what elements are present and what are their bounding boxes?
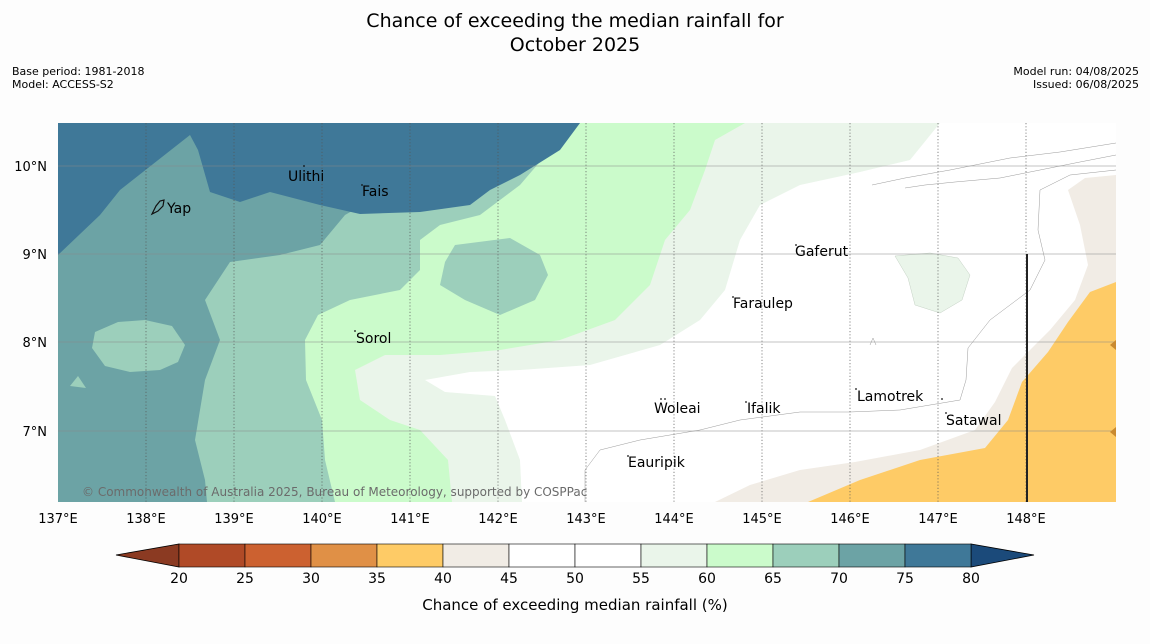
- colorbar-tick-label: 70: [830, 571, 848, 587]
- colorbar-segment: [310, 543, 378, 568]
- lon-tick-144e: 144°E: [654, 512, 694, 527]
- place-label-faraulep: Faraulep: [733, 296, 793, 312]
- colorbar: 20 25 30 35 40 45 50 55 60 65 70 75 80 Chance of exc…: [115, 543, 1035, 614]
- colorbar-segment: [706, 543, 774, 568]
- yap-island-outline: [150, 199, 165, 216]
- place-label-ifalik: Ifalik: [747, 401, 781, 417]
- lon-tick-145e: 145°E: [742, 512, 782, 527]
- lon-tick-138e: 138°E: [126, 512, 166, 527]
- colorbar-segment: [574, 543, 642, 568]
- lat-tick-8n: 8°N: [23, 336, 48, 351]
- meridians: [145, 123, 1027, 502]
- issued-text: Issued: 06/08/2025: [1032, 78, 1139, 91]
- colorbar-label: Chance of exceeding median rainfall (%): [422, 596, 727, 614]
- metadata-left: Base period: 1981-2018 Model: ACCESS-S2: [12, 65, 144, 91]
- edge-marker-8n: [1110, 340, 1116, 350]
- graticule: [58, 123, 1116, 502]
- place-label-sorol: Sorol: [356, 331, 391, 347]
- model-run-text: Model run: 04/08/2025: [1013, 65, 1139, 78]
- place-label-eauripik: Eauripik: [628, 455, 686, 471]
- contour-lines: [584, 142, 1116, 502]
- band-35-40: [808, 282, 1116, 502]
- lat-tick-9n: 9°N: [23, 248, 48, 263]
- colorbar-underflow-arrow: [115, 543, 180, 568]
- edge-marker-7n: [1110, 427, 1116, 437]
- place-label-ulithi: Ulithi: [288, 169, 324, 185]
- lon-tick-137e: 137°E: [38, 512, 78, 527]
- colorbar-segment: [838, 543, 906, 568]
- band-75-80: [58, 123, 580, 255]
- lon-tick-139e: 139°E: [214, 512, 254, 527]
- colorbar-segment: [904, 543, 972, 568]
- lon-tick-147e: 147°E: [918, 512, 958, 527]
- colorbar-tick-label: 55: [632, 571, 650, 587]
- colorbar-ticks: 20 25 30 35 40 45 50 55 60 65 70 75 80: [170, 571, 980, 587]
- model-text: Model: ACCESS-S2: [12, 78, 114, 91]
- place-labels: Ulithi Fais Yap Gaferut Faraulep Sorol L…: [166, 169, 1001, 471]
- lon-tick-140e: 140°E: [302, 512, 342, 527]
- parallels: [58, 165, 1116, 432]
- colorbar-tick-label: 50: [566, 571, 584, 587]
- place-label-gaferut: Gaferut: [795, 244, 849, 260]
- place-label-satawal: Satawal: [946, 413, 1001, 429]
- colorbar-segments: [178, 543, 972, 568]
- place-label-lamotrek: Lamotrek: [857, 389, 924, 405]
- colorbar-tick-label: 80: [962, 571, 980, 587]
- band-65-70-patch: [440, 238, 548, 315]
- title-line-1: Chance of exceeding the median rainfall …: [366, 10, 784, 32]
- place-label-yap: Yap: [166, 201, 191, 217]
- longitude-axis: 137°E 138°E 139°E 140°E 141°E 142°E 143°…: [38, 512, 1046, 527]
- lon-tick-146e: 146°E: [830, 512, 870, 527]
- colorbar-tick-label: 75: [896, 571, 914, 587]
- colorbar-segment: [442, 543, 510, 568]
- colorbar-tick-label: 60: [698, 571, 716, 587]
- map-panel: Ulithi Fais Yap Gaferut Faraulep Sorol L…: [58, 123, 1116, 502]
- colorbar-segment: [244, 543, 312, 568]
- colorbar-tick-label: 65: [764, 571, 782, 587]
- colorbar-segment: [508, 543, 576, 568]
- metadata-right: Model run: 04/08/2025 Issued: 06/08/2025: [1013, 65, 1139, 91]
- band-55-60-patch: [894, 252, 971, 314]
- place-label-woleai: Woleai: [654, 401, 701, 417]
- place-label-fais: Fais: [362, 184, 389, 200]
- base-period-text: Base period: 1981-2018: [12, 65, 145, 78]
- band-70-75: [58, 123, 490, 502]
- title-line-2: October 2025: [509, 34, 641, 56]
- lon-tick-148e: 148°E: [1006, 512, 1046, 527]
- colorbar-tick-label: 30: [302, 571, 320, 587]
- lon-tick-143e: 143°E: [566, 512, 606, 527]
- colorbar-segment: [640, 543, 708, 568]
- colorbar-overflow-arrow: [970, 543, 1035, 568]
- colorbar-segment: [376, 543, 444, 568]
- copyright-notice: © Commonwealth of Australia 2025, Bureau…: [82, 485, 587, 499]
- band-65-70-tiny: [70, 376, 86, 388]
- latitude-axis: 10°N 9°N 8°N 7°N: [14, 160, 47, 440]
- colorbar-tick-label: 45: [500, 571, 518, 587]
- rainfall-contours: [58, 123, 1116, 502]
- colorbar-segment: [772, 543, 840, 568]
- lat-tick-7n: 7°N: [23, 425, 48, 440]
- island-markers: [150, 165, 947, 457]
- colorbar-tick-label: 25: [236, 571, 254, 587]
- colorbar-tick-label: 35: [368, 571, 386, 587]
- lon-tick-142e: 142°E: [478, 512, 518, 527]
- colorbar-tick-label: 20: [170, 571, 188, 587]
- lon-tick-141e: 141°E: [390, 512, 430, 527]
- chart-title: Chance of exceeding the median rainfall …: [0, 9, 1150, 57]
- colorbar-tick-label: 40: [434, 571, 452, 587]
- colorbar-segment: [178, 543, 246, 568]
- lat-tick-10n: 10°N: [14, 160, 47, 175]
- band-65-70-west: [92, 320, 185, 372]
